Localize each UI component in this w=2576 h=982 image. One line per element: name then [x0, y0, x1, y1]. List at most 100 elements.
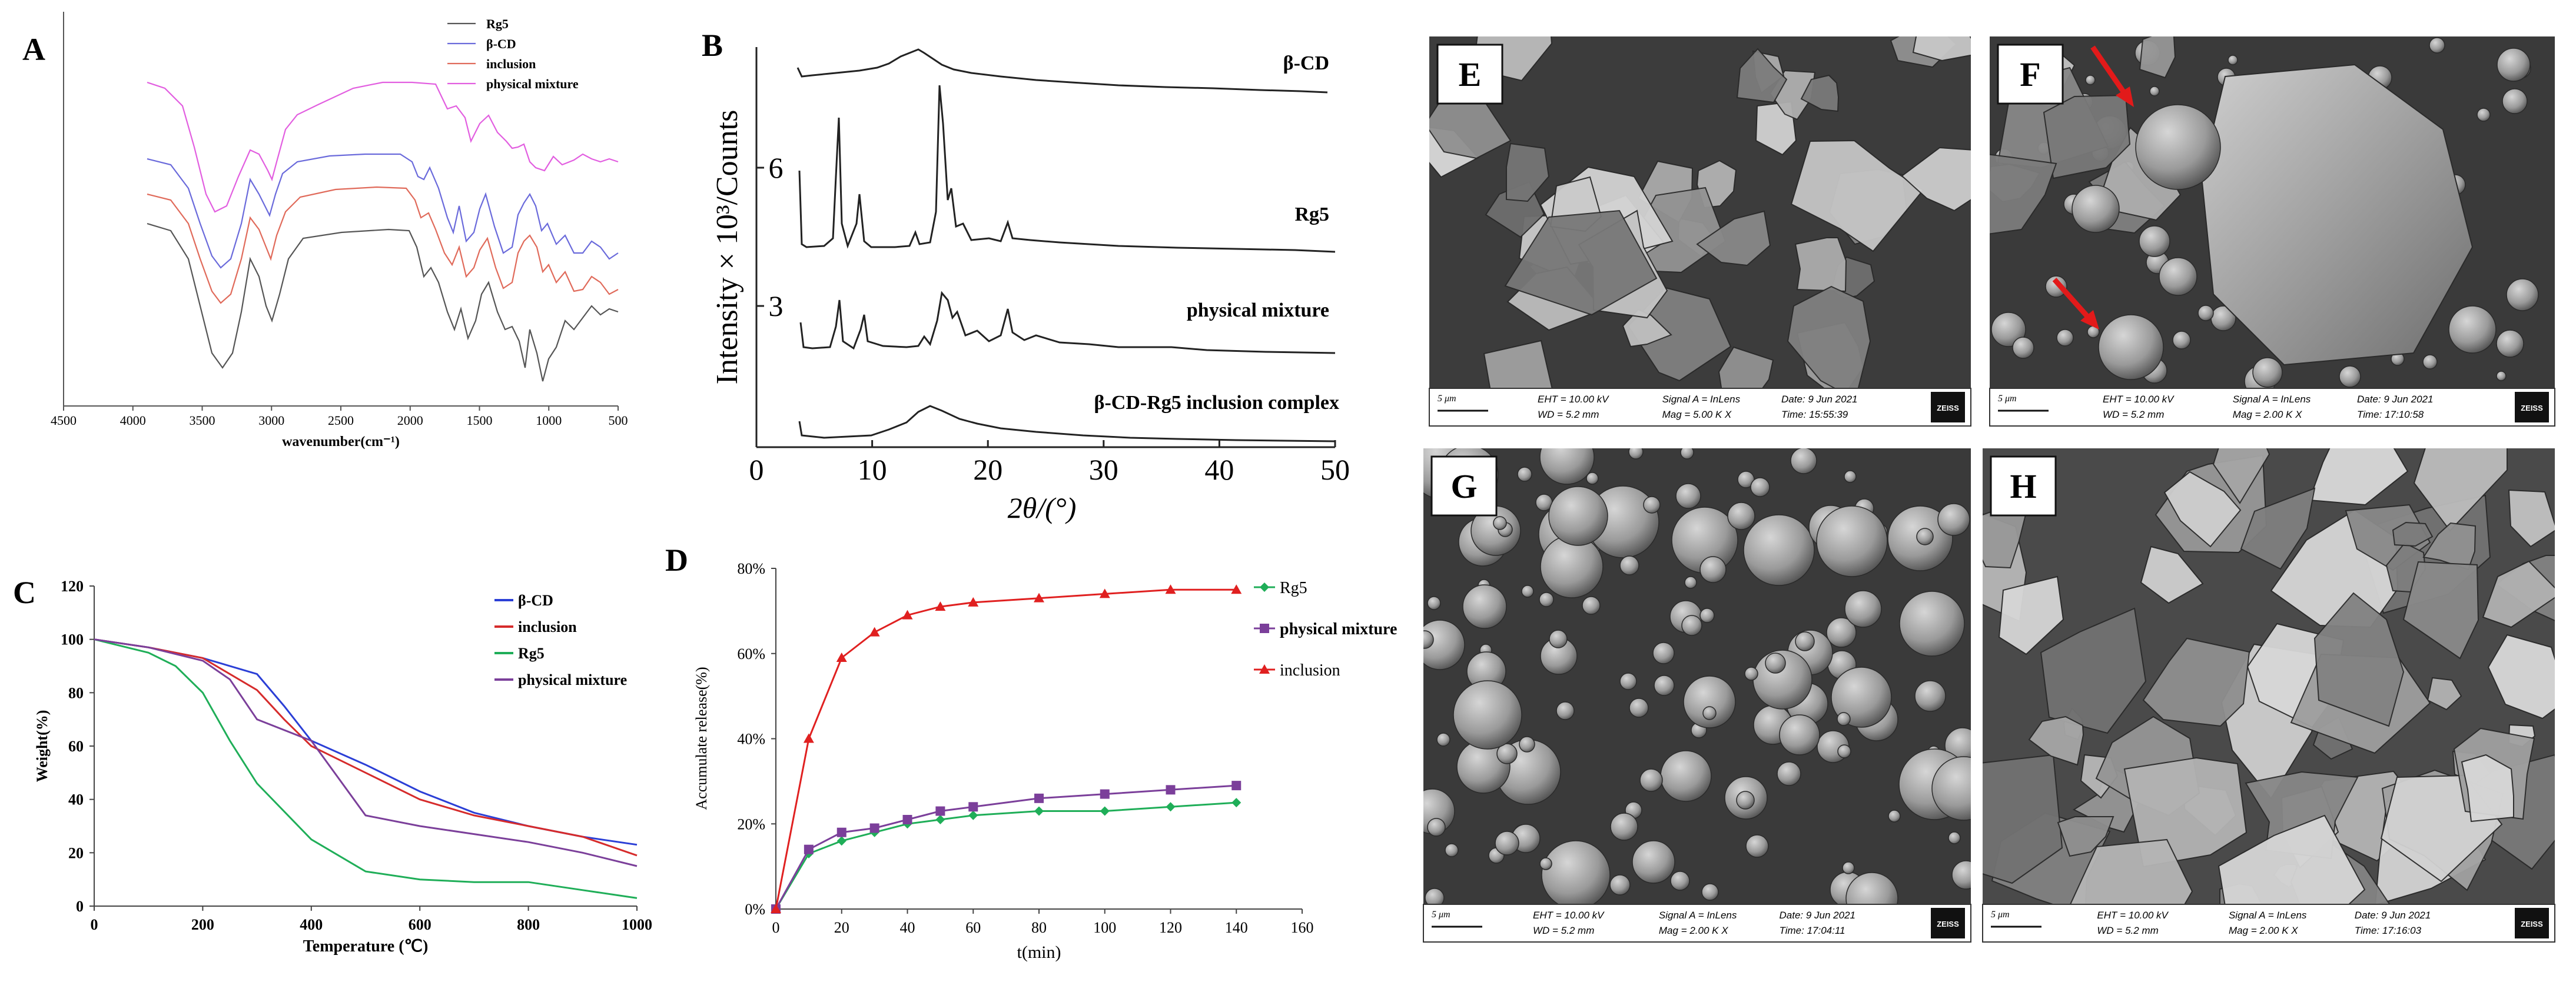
sem-sphere: [2422, 354, 2438, 370]
x-tick-label: 50: [1320, 453, 1350, 486]
y-tick-label: 80%: [737, 560, 765, 577]
red-arrow-icon: [2052, 278, 2099, 329]
sem-sphere: [2172, 331, 2191, 349]
sem-particle: [2461, 754, 2514, 823]
sem-overlay-h: H 5 μm EHT = 10.00 kV WD = 5.2 mm Signal A =…: [1982, 455, 2555, 943]
xrd-trace-physical-mixture: [799, 291, 1336, 354]
sem-sphere: [1586, 472, 1599, 485]
sem-sphere: [2045, 275, 2067, 298]
sem-signal: Signal A = InLens: [1662, 394, 1741, 405]
sem-sphere: [2098, 314, 2164, 380]
data-point: [869, 823, 879, 833]
sem-sphere: [2085, 75, 2096, 85]
sem-scale-text: 5 μm: [1998, 394, 2017, 404]
sem-sphere: [1619, 673, 1637, 690]
sem-sphere: [1425, 888, 1445, 904]
legend-label: physical mixture: [518, 671, 627, 688]
sem-wd: WD = 5.2 mm: [1533, 925, 1594, 936]
sem-f-mixed-particles: [1990, 36, 2539, 388]
x-tick-label: 20: [834, 919, 849, 936]
panel-a-legend: Rg5 β-CD inclusion physical mixture: [447, 16, 579, 91]
sem-sphere: [1427, 596, 1441, 610]
sem-wd: WD = 5.2 mm: [2103, 409, 2164, 420]
sem-sphere: [1629, 698, 1649, 718]
sem-label-box: [1997, 44, 2064, 105]
sem-sphere: [1453, 680, 1522, 750]
sem-overlay-f: F 5 μm EHT = 10.00 kV WD = 5.2 mm Signal A =…: [1989, 44, 2555, 427]
series-line: [775, 784, 1237, 910]
sem-sphere: [1842, 861, 1855, 874]
sem-info-bar: [1982, 904, 2555, 943]
y-tick-label: 3: [769, 289, 784, 322]
sem-sphere: [1639, 768, 1663, 792]
sem-date: Date: 9 Jun 2021: [1780, 910, 1855, 921]
sem-label-box: [1990, 455, 2057, 517]
sem-crystal: [2200, 64, 2474, 366]
data-point: [935, 601, 946, 611]
sem-sphere: [1899, 591, 1965, 657]
sem-particle: [1794, 237, 1847, 292]
sem-sphere: [2502, 88, 2528, 114]
red-arrow-icon: [2090, 45, 2134, 107]
sem-sphere: [1493, 516, 1507, 530]
x-tick-label: 600: [409, 916, 431, 933]
sem-sphere: [1888, 810, 1901, 823]
sem-sphere: [1931, 756, 1971, 821]
sem-particle: [2487, 634, 2555, 720]
sem-particle: [1998, 575, 2064, 655]
data-point: [1231, 781, 1241, 791]
series-line: [94, 638, 638, 867]
sem-eht: EHT = 10.00 kV: [2097, 910, 2169, 921]
data-point: [968, 597, 979, 607]
x-tick-label: 0: [91, 916, 98, 933]
sem-sphere: [1652, 642, 1675, 664]
ftir-trace-beta-cd: [147, 153, 619, 269]
x-tick-label: 800: [517, 916, 540, 933]
sem-sphere: [1991, 312, 2026, 347]
x-tick-label: 2500: [328, 413, 354, 428]
sem-sphere: [1436, 733, 1450, 747]
sem-sphere: [1779, 714, 1820, 755]
sem-sphere: [1628, 448, 1644, 460]
sem-e-irregular-flakes: [1429, 36, 1971, 388]
sem-sphere: [2496, 329, 2524, 358]
sem-sphere: [1702, 706, 1717, 720]
sem-particle: [2308, 448, 2409, 506]
sem-particle: [2482, 560, 2555, 628]
x-tick-label: 1000: [622, 916, 652, 933]
panel-c-x-ticks: 0 200 400 600 800 1000: [91, 906, 652, 933]
sem-sphere: [1831, 667, 1892, 728]
sem-particle: [2069, 838, 2193, 904]
data-point: [1100, 806, 1110, 816]
panel-b-y-label: Intensity × 10³/Counts: [711, 110, 744, 385]
sem-particle: [2163, 471, 2242, 548]
legend-label: Rg5: [518, 645, 545, 662]
sem-particle: [2240, 487, 2316, 570]
sem-particle: [1901, 147, 1971, 212]
sem-sphere: [1521, 585, 1534, 598]
data-point: [1099, 588, 1110, 598]
sem-sphere: [1519, 736, 1535, 753]
sem-sphere: [1496, 743, 1518, 764]
sem-particle: [2040, 607, 2147, 734]
sem-sphere: [2339, 365, 2361, 388]
data-point: [836, 827, 847, 837]
xrd-trace-beta-cd: [796, 48, 1328, 94]
x-tick-label: 4000: [120, 413, 146, 428]
zeiss-logo-icon: [2515, 392, 2549, 422]
sem-sphere: [1951, 860, 1971, 890]
data-point: [1231, 584, 1242, 594]
sem-label-box: [1430, 455, 1498, 517]
sem-label-box: [1436, 44, 1503, 105]
panel-d-x-ticks: 0 20 40 60 80 100 120 140 160: [772, 909, 1314, 936]
sem-particle: [1912, 36, 1971, 62]
legend-label: β-CD: [518, 592, 553, 609]
data-point: [771, 904, 781, 913]
panel-c-series: [94, 638, 638, 899]
legend-marker: [1259, 664, 1270, 674]
sem-sphere: [1826, 617, 1857, 648]
sem-sphere: [1609, 874, 1631, 896]
sem-sphere: [1765, 653, 1786, 674]
sem-particle: [1506, 142, 1550, 202]
sem-sphere: [1750, 477, 1770, 497]
